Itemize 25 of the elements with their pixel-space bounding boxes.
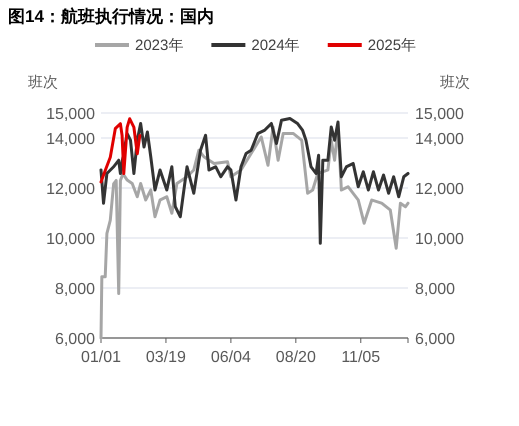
line-series xyxy=(100,117,142,184)
y2-tick-label: 6,000 xyxy=(415,331,456,348)
line-series xyxy=(100,117,410,245)
y2-tick-label: 10,000 xyxy=(415,231,464,248)
chart-title: 图14：航班执行情况：国内 xyxy=(8,7,214,26)
x-tick-label: 06/04 xyxy=(210,349,251,366)
y-tick-label: 6,000 xyxy=(54,331,96,348)
x-tick-label: 03/19 xyxy=(146,349,186,366)
y-tick-label: 15,000 xyxy=(46,106,96,123)
y-axis-title: 班次 xyxy=(28,74,58,91)
y-tick-label: 10,000 xyxy=(46,231,96,248)
y-tick-label: 14,000 xyxy=(46,131,96,148)
y-tick-label: 8,000 xyxy=(54,281,96,298)
x-tick-label: 01/01 xyxy=(80,349,122,366)
x-tick-label: 11/05 xyxy=(341,349,380,366)
y2-axis-title: 班次 xyxy=(440,74,470,91)
y-tick-label: 12,000 xyxy=(46,181,96,198)
y2-tick-label: 12,000 xyxy=(415,181,464,198)
legend-label: 2023年 xyxy=(135,37,184,54)
legend-label: 2024年 xyxy=(251,37,300,54)
x-tick-label: 08/20 xyxy=(276,349,316,366)
y2-tick-label: 15,000 xyxy=(415,106,464,123)
y2-tick-label: 14,000 xyxy=(415,131,464,148)
legend-label: 2025年 xyxy=(368,37,416,54)
y2-tick-label: 8,000 xyxy=(415,281,456,298)
